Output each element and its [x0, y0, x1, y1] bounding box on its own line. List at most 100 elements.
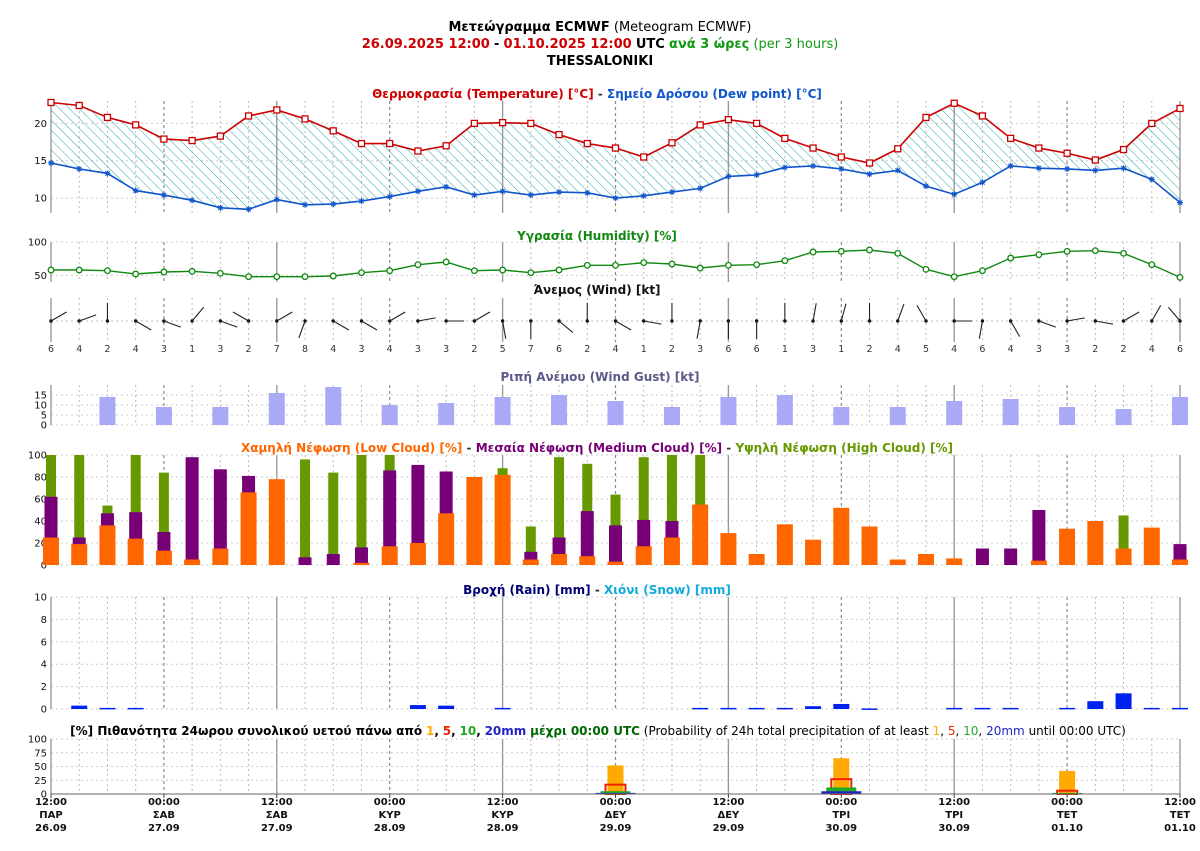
prob-bar-1 — [607, 765, 624, 794]
low-cloud-bar — [1087, 521, 1104, 565]
dewpoint-point — [753, 171, 760, 178]
dewpoint-point — [1092, 167, 1099, 174]
temperature-point — [978, 112, 987, 120]
low-cloud-bar — [551, 554, 568, 565]
wind-speed-label: 2 — [584, 344, 590, 355]
gust-y-tick-label: 10 — [34, 401, 47, 412]
temperature-point — [922, 113, 930, 122]
rain-bar — [409, 705, 426, 709]
wind-speed-label: 3 — [161, 344, 167, 355]
humidity-point — [668, 260, 676, 268]
humidity-point — [894, 249, 902, 257]
gust-bar — [212, 407, 229, 425]
humidity-point — [640, 259, 648, 267]
gust-bar — [155, 407, 172, 425]
wind-speed-label: 5 — [500, 344, 506, 355]
low-cloud-bar — [212, 548, 229, 565]
wind-barb — [978, 320, 983, 339]
wind-speed-label: 6 — [979, 344, 985, 355]
prob-t10: 10 — [459, 724, 476, 738]
wind-speed-label: 3 — [1036, 344, 1042, 355]
temperature-point — [1091, 156, 1099, 164]
header-utc: UTC — [636, 37, 665, 52]
wind-barb — [298, 320, 306, 339]
temperature-point — [329, 127, 337, 135]
gust-bar — [607, 401, 624, 425]
temperature-point — [75, 101, 83, 110]
wind-speed-label: 2 — [1092, 344, 1098, 355]
x-label-day: ΚΥΡ — [379, 810, 401, 821]
wind-barb — [1067, 317, 1085, 322]
wind-speed-label: 4 — [133, 344, 139, 355]
temp-y-tick-label: 10 — [34, 194, 47, 205]
x-label-time: 12:00 — [712, 797, 744, 808]
temperature-point — [244, 112, 253, 120]
header-interval: ανά 3 ώρες — [669, 37, 749, 52]
temperature-point — [1176, 104, 1184, 113]
dewpoint-point — [838, 165, 845, 172]
x-label-date: 29.09 — [600, 823, 632, 834]
prob-en-comma-1: , — [940, 724, 944, 738]
medium-cloud-bar — [1004, 548, 1018, 565]
wind-barb — [1123, 311, 1140, 322]
dewpoint-point — [979, 179, 986, 186]
temp-title-a: Θερμοκρασία (Temperature) [°C] — [372, 87, 594, 101]
humidity-point — [527, 269, 535, 277]
wind-barb — [558, 320, 574, 333]
dewpoint-point — [217, 204, 224, 211]
temperature-point — [1063, 149, 1071, 157]
temperature-point — [442, 142, 450, 150]
humidity-point — [245, 273, 253, 281]
humidity-point — [866, 246, 873, 254]
wind-barb — [696, 320, 701, 339]
x-label-day: ΤΕΤ — [1057, 810, 1078, 821]
temperature-point — [752, 119, 761, 128]
x-label-time: 00:00 — [825, 797, 857, 808]
temperature-point — [386, 139, 394, 148]
humidity-point — [329, 272, 337, 280]
low-cloud-bar — [466, 477, 483, 565]
wind-barb — [276, 311, 293, 322]
x-label-time: 12:00 — [487, 797, 519, 808]
prob-en-comma-2: , — [955, 724, 959, 738]
header-title: Μετεώγραμμα ECMWF — [448, 20, 609, 35]
gust-bar — [381, 405, 398, 425]
prob-comma-3: , — [476, 724, 481, 738]
cloud-y-tick-label: 20 — [34, 539, 47, 550]
temp-y-tick-label: 20 — [34, 119, 47, 130]
wind-speed-label: 4 — [895, 344, 901, 355]
gust-y-tick-label: 0 — [41, 421, 47, 432]
x-label-time: 00:00 — [1051, 797, 1083, 808]
gust-y-tick-label: 15 — [34, 391, 47, 402]
high-cloud-bar — [356, 455, 367, 565]
dewpoint-point — [443, 183, 450, 190]
dewpoint-point — [330, 201, 337, 208]
prob-title: [%] Πιθανότητα 24ωρου συνολικού υετού πά… — [70, 724, 1126, 738]
temperature-point — [47, 98, 55, 107]
high-cloud-bar — [300, 459, 311, 565]
x-label-date: 26.09 — [35, 823, 67, 834]
high-cloud-bar — [130, 455, 141, 565]
cloud-y-tick-label: 40 — [34, 517, 47, 528]
wind-barb — [1168, 306, 1181, 322]
humidity-point — [583, 261, 591, 269]
temp-title-sep: - — [598, 87, 603, 101]
x-label-time: 12:00 — [261, 797, 293, 808]
humidity-point — [555, 266, 563, 274]
rain-bar — [1115, 693, 1132, 709]
low-cloud-bar — [127, 538, 144, 565]
dewpoint-point — [1148, 176, 1155, 183]
rain-bar — [438, 705, 455, 709]
humidity-point — [358, 269, 365, 277]
x-label-day: ΣΑΒ — [153, 810, 175, 821]
prob-t20: 20mm — [485, 724, 527, 738]
dewpoint-point — [640, 192, 647, 199]
temperature-point — [273, 106, 281, 114]
prob-en-until: until 00:00 UTC) — [1029, 724, 1126, 738]
wind-barb — [389, 311, 406, 322]
humidity-title: Υγρασία (Humidity) [%] — [516, 229, 677, 243]
cloud-y-tick-label: 80 — [34, 473, 47, 484]
cloud-title-sep-1: - — [467, 441, 472, 455]
